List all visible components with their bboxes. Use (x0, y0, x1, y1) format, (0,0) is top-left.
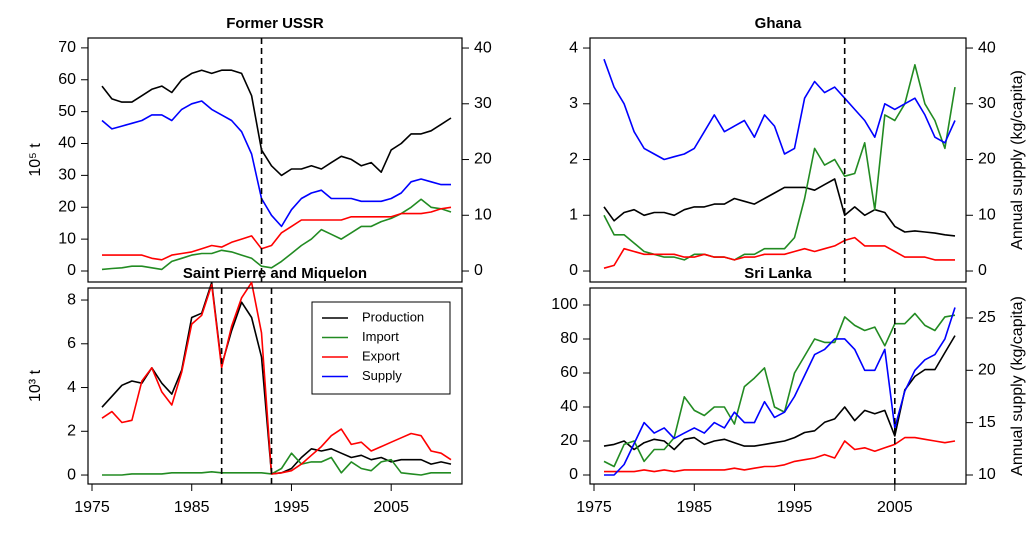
y-tick-label: 50 (58, 103, 76, 120)
y2-axis-label: Annual supply (kg/capita) (1009, 296, 1026, 476)
y2-tick-label: 20 (474, 151, 492, 168)
y2-tick-label: 0 (978, 262, 987, 279)
y2-tick-label: 10 (978, 466, 996, 483)
y-tick-label: 1 (569, 206, 578, 223)
y-tick-label: 8 (67, 291, 76, 308)
y-tick-label: 3 (569, 95, 578, 112)
series-line (102, 206, 452, 261)
series-line (604, 436, 956, 473)
series-line (603, 64, 956, 261)
series-line (101, 69, 452, 177)
y-tick-label: 4 (67, 379, 76, 396)
y-tick-label: 2 (569, 151, 578, 168)
panel-title: Ghana (755, 15, 802, 32)
y-axis-label: 10³ t (27, 369, 44, 402)
y-tick-label: 10 (58, 230, 76, 247)
y-tick-label: 0 (569, 262, 578, 279)
y-tick-label: 20 (560, 432, 578, 449)
y-tick-label: 4 (569, 39, 578, 56)
series-line (603, 178, 956, 237)
panel-title: Saint Pierre and Miquelon (183, 265, 367, 282)
series-line (604, 307, 956, 476)
y2-tick-label: 15 (978, 414, 996, 431)
plot-frame (87, 37, 463, 283)
y2-tick-label: 40 (474, 39, 492, 56)
y-tick-label: 0 (569, 466, 578, 483)
y-tick-label: 60 (58, 71, 76, 88)
series-line (603, 236, 955, 269)
plot-frame (589, 287, 967, 485)
y-tick-label: 20 (58, 198, 76, 215)
y-tick-label: 60 (560, 364, 578, 381)
y-tick-label: 40 (58, 135, 76, 152)
x-tick-label: 1995 (274, 499, 310, 516)
x-tick-label: 2005 (373, 499, 409, 516)
series-line (603, 312, 956, 468)
series-line (101, 281, 452, 475)
y-tick-label: 2 (67, 423, 76, 440)
y2-tick-label: 25 (978, 309, 996, 326)
y2-tick-label: 0 (474, 262, 483, 279)
series-line (101, 198, 452, 271)
series-line (603, 335, 956, 451)
y-tick-label: 0 (67, 466, 76, 483)
y2-tick-label: 20 (978, 362, 996, 379)
y-tick-label: 100 (551, 296, 578, 313)
legend-label: Export (362, 348, 400, 363)
y-tick-label: 70 (58, 39, 76, 56)
x-tick-label: 1985 (174, 499, 210, 516)
x-tick-label: 1985 (676, 499, 712, 516)
y2-tick-label: 10 (474, 206, 492, 223)
x-tick-label: 2005 (877, 499, 913, 516)
y2-tick-label: 10 (978, 206, 996, 223)
x-tick-label: 1975 (74, 499, 110, 516)
legend-label: Import (362, 329, 399, 344)
x-tick-label: 1975 (576, 499, 612, 516)
y2-tick-label: 30 (474, 95, 492, 112)
plot-frame (87, 287, 463, 485)
panel-title: Former USSR (226, 15, 324, 32)
legend-label: Production (362, 309, 424, 324)
plot-frame (589, 37, 967, 283)
y2-tick-label: 30 (978, 95, 996, 112)
legend: Production Import Export Supply (311, 301, 451, 395)
y-tick-label: 0 (67, 262, 76, 279)
y2-tick-label: 20 (978, 151, 996, 168)
series-line (603, 58, 956, 161)
series-line (101, 100, 451, 228)
y-tick-label: 40 (560, 398, 578, 415)
y-axis-label: 10⁵ t (27, 143, 44, 177)
y-tick-label: 80 (560, 330, 578, 347)
y-tick-label: 6 (67, 335, 76, 352)
panel-title: Sri Lanka (744, 265, 812, 282)
x-tick-label: 1995 (777, 499, 813, 516)
series-line (102, 452, 451, 476)
y-tick-label: 30 (58, 167, 76, 184)
y2-axis-label: Annual supply (kg/capita) (1009, 70, 1026, 250)
y2-tick-label: 40 (978, 39, 996, 56)
legend-label: Supply (362, 368, 402, 383)
